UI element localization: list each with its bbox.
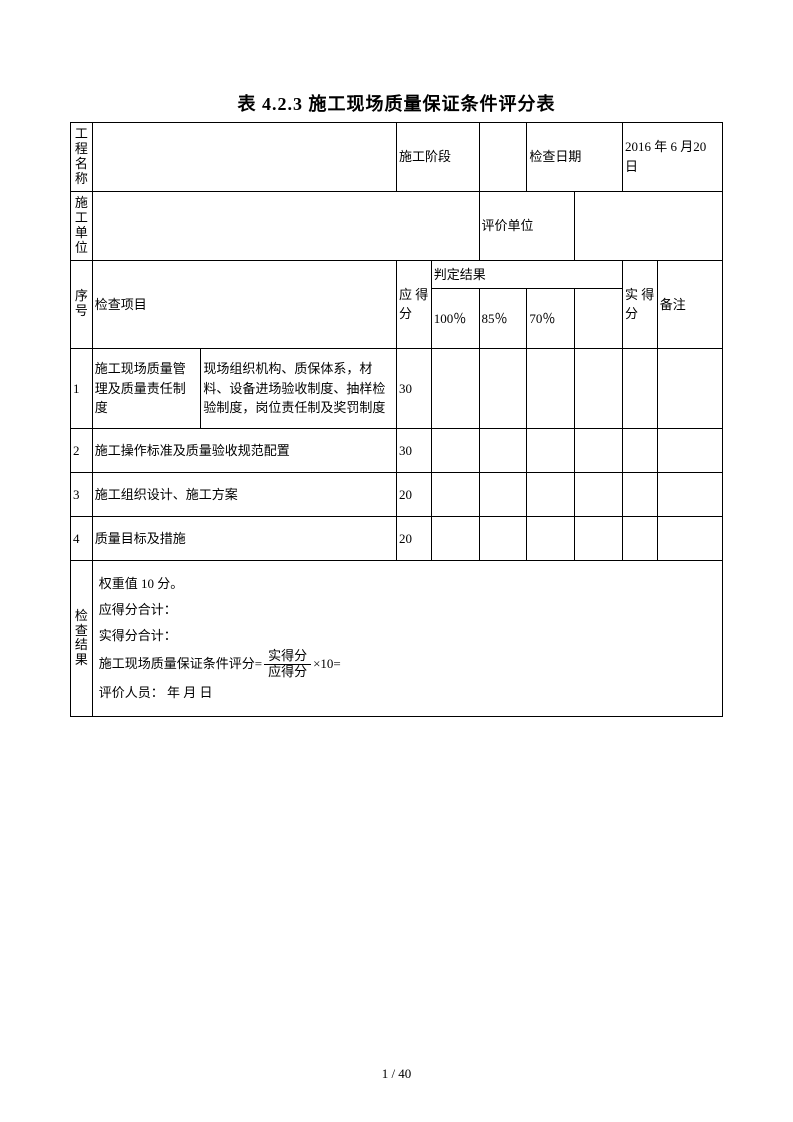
formula-suffix: ×10=: [313, 651, 341, 677]
row2-p70: [527, 429, 575, 473]
label-check-result: 检查结果: [71, 561, 93, 717]
row4-actual: [622, 517, 657, 561]
row3-p85: [479, 473, 527, 517]
col-panding: 判定结果: [431, 260, 622, 289]
row1-p100: [431, 349, 479, 429]
row1-p85: [479, 349, 527, 429]
row3-no: 3: [71, 473, 93, 517]
col-100: 100％: [431, 289, 479, 349]
row3-p100: [431, 473, 479, 517]
label-stage: 施工阶段: [396, 123, 479, 192]
row4-item: 质量目标及措施: [92, 517, 396, 561]
summary-formula: 施工现场质量保证条件评分= 实得分 应得分 ×10=: [99, 649, 341, 680]
cell-construction-unit: [92, 191, 479, 260]
row3-remark: [657, 473, 722, 517]
frac-bot: 应得分: [264, 665, 311, 680]
row2-p100: [431, 429, 479, 473]
row1-item: 施工现场质量管理及质量责任制度: [92, 349, 201, 429]
summary-cell: 权重值 10 分。 应得分合计： 实得分合计： 施工现场质量保证条件评分= 实得…: [92, 561, 722, 717]
col-85: 85％: [479, 289, 527, 349]
label-eval-unit: 评价单位: [479, 191, 575, 260]
cell-check-date: 2016 年 6 月20 日: [622, 123, 722, 192]
row4-score: 20: [396, 517, 431, 561]
row1-remark: [657, 349, 722, 429]
row4-p70: [527, 517, 575, 561]
page-title: 表 4.2.3 施工现场质量保证条件评分表: [70, 90, 723, 116]
col-check-item: 检查项目: [92, 260, 396, 349]
cell-eval-unit: [575, 191, 723, 260]
summary-line3: 实得分合计：: [99, 623, 716, 649]
row2-score: 30: [396, 429, 431, 473]
row3-item: 施工组织设计、施工方案: [92, 473, 396, 517]
row1-score: 30: [396, 349, 431, 429]
row1-desc: 现场组织机构、质保体系，材料、设备进场验收制度、抽样检验制度，岗位责任制及奖罚制…: [201, 349, 397, 429]
row2-remark: [657, 429, 722, 473]
summary-line2: 应得分合计：: [99, 597, 716, 623]
row1-extra: [575, 349, 623, 429]
cell-project-name: [92, 123, 396, 192]
row2-item: 施工操作标准及质量验收规范配置: [92, 429, 396, 473]
cell-stage: [479, 123, 527, 192]
col-yingdefen: 应 得分: [396, 260, 431, 349]
row3-actual: [622, 473, 657, 517]
row4-p100: [431, 517, 479, 561]
page-footer: 1 / 40: [0, 1066, 793, 1082]
label-construction-unit: 施工单位: [71, 191, 93, 260]
label-project-name: 工程名称: [71, 123, 93, 192]
row4-remark: [657, 517, 722, 561]
frac-top: 实得分: [264, 649, 311, 665]
row2-actual: [622, 429, 657, 473]
row4-extra: [575, 517, 623, 561]
row2-p85: [479, 429, 527, 473]
row1-actual: [622, 349, 657, 429]
row3-score: 20: [396, 473, 431, 517]
scoring-table: 工程名称 施工阶段 检查日期 2016 年 6 月20 日 施工单位 评价单位 …: [70, 122, 723, 717]
summary-line1: 权重值 10 分。: [99, 571, 716, 597]
label-check-date: 检查日期: [527, 123, 623, 192]
col-shidefen: 实 得分: [622, 260, 657, 349]
row1-no: 1: [71, 349, 93, 429]
row2-extra: [575, 429, 623, 473]
row1-p70: [527, 349, 575, 429]
col-remark: 备注: [657, 260, 722, 349]
col-extra: [575, 289, 623, 349]
row3-p70: [527, 473, 575, 517]
row4-p85: [479, 517, 527, 561]
summary-line5: 评价人员： 年 月 日: [99, 680, 716, 706]
col-70: 70％: [527, 289, 575, 349]
formula-prefix: 施工现场质量保证条件评分=: [99, 651, 262, 677]
row3-extra: [575, 473, 623, 517]
row4-no: 4: [71, 517, 93, 561]
col-seq: 序号: [71, 260, 93, 349]
row2-no: 2: [71, 429, 93, 473]
